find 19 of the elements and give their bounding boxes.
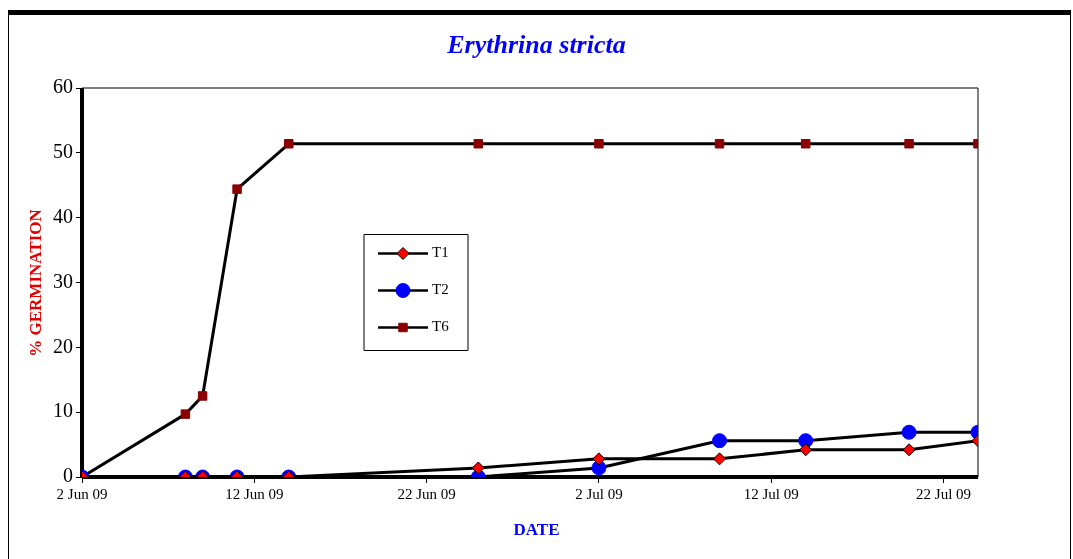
x-tick-label: 2 Jul 09 — [575, 485, 623, 502]
legend-label: T6 — [432, 318, 450, 335]
y-tick-label: 20 — [53, 334, 73, 357]
x-tick-label: 12 Jun 09 — [225, 485, 284, 502]
y-tick-label: 30 — [53, 269, 73, 292]
x-tick-label: 2 Jun 09 — [56, 485, 108, 502]
y-tick-label: 60 — [53, 75, 73, 98]
y-tick-label: 40 — [53, 204, 73, 227]
chart-title: Erythrina stricta — [446, 30, 627, 60]
legend-label: T1 — [432, 244, 449, 261]
x-axis-title: DATE — [512, 520, 561, 540]
y-tick-label: 50 — [53, 140, 73, 163]
x-tick-label: 12 Jul 09 — [743, 485, 799, 502]
y-tick-label: 0 — [63, 464, 73, 487]
y-axis-title: % GERMINATION — [26, 209, 46, 357]
legend-label: T2 — [432, 281, 449, 298]
x-tick-label: 22 Jun 09 — [397, 485, 456, 502]
x-tick-label: 22 Jul 09 — [916, 485, 972, 502]
y-tick-label: 10 — [53, 399, 73, 422]
